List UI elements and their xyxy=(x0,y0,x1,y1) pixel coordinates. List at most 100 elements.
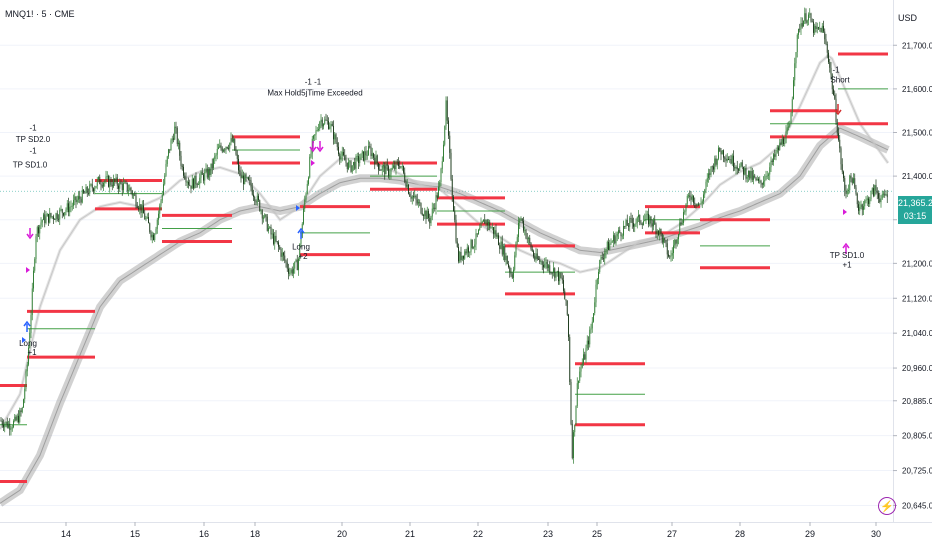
currency-label[interactable]: USD xyxy=(898,13,918,23)
candle-body xyxy=(226,146,228,149)
candle-body xyxy=(871,188,873,192)
candle-body xyxy=(664,238,666,241)
candle-body xyxy=(800,23,802,30)
candle-body xyxy=(340,155,342,160)
candle-body xyxy=(565,299,567,301)
candle-body xyxy=(566,300,568,315)
candle-body xyxy=(118,185,119,189)
candle-body xyxy=(548,265,549,269)
candle-body xyxy=(146,216,148,219)
candle-body xyxy=(588,340,589,345)
candle-body xyxy=(755,177,757,181)
candle-body xyxy=(826,43,828,53)
candle-body xyxy=(266,216,268,231)
candles xyxy=(0,7,888,464)
candle-body xyxy=(124,182,126,184)
candle-body xyxy=(496,235,498,237)
candle-body xyxy=(573,432,574,459)
candle-body xyxy=(259,200,261,211)
candle-body xyxy=(218,147,219,149)
candle-body xyxy=(788,126,789,128)
candle-body xyxy=(536,253,538,259)
candle-body xyxy=(216,148,218,155)
candle-body xyxy=(759,180,761,182)
candle-body xyxy=(156,219,158,229)
price-axis: 21,700.00 21,600.00 21,500.00 21,400.00 21,3… xyxy=(893,41,932,510)
candle-body xyxy=(416,199,418,204)
candle-body xyxy=(458,247,459,262)
x-tick-label: 20 xyxy=(337,529,347,539)
candle-body xyxy=(90,184,92,186)
candle-body xyxy=(519,218,521,223)
candle-body xyxy=(210,163,212,175)
candle-body xyxy=(528,237,529,239)
candle-body xyxy=(815,25,817,29)
candle-body xyxy=(774,154,776,157)
candle-body xyxy=(500,241,502,249)
candle-body xyxy=(369,146,371,148)
candle-body xyxy=(214,156,216,160)
candle-body xyxy=(144,213,146,220)
candle-body xyxy=(401,165,403,167)
candle-body xyxy=(543,264,544,268)
candle-body xyxy=(621,235,623,237)
candle-body xyxy=(44,214,46,224)
candle-body xyxy=(303,208,304,224)
candle-body xyxy=(511,274,513,278)
candle-body xyxy=(609,243,611,250)
candle-body xyxy=(363,151,364,161)
candle-body xyxy=(620,232,622,237)
y-tick-label: 21,120.00 xyxy=(902,294,932,303)
level-lines xyxy=(0,52,888,483)
candle-body xyxy=(439,182,441,187)
candle-body xyxy=(430,216,432,224)
candle-body xyxy=(696,203,698,206)
candle-body xyxy=(570,381,572,424)
candle-body xyxy=(723,150,724,158)
candle-body xyxy=(841,164,843,172)
candle-body xyxy=(154,233,156,241)
candle-body xyxy=(133,194,134,196)
candle-body xyxy=(65,209,67,213)
candle-body xyxy=(810,13,812,22)
candle-body xyxy=(125,182,127,184)
candle-body xyxy=(55,213,57,220)
candle-body xyxy=(510,272,512,275)
candle-body xyxy=(274,235,276,244)
candle-body xyxy=(878,193,879,199)
candle-body xyxy=(580,367,582,372)
candle-body xyxy=(856,193,858,205)
candle-body xyxy=(135,195,137,206)
candle-body xyxy=(453,196,454,212)
candle-body xyxy=(175,126,177,129)
candle-body xyxy=(106,176,108,177)
candle-body xyxy=(455,219,457,242)
candle-body xyxy=(844,178,846,191)
lightning-bolt-icon[interactable]: ⚡ xyxy=(878,497,896,515)
candle-body xyxy=(663,238,664,243)
candle-body xyxy=(275,235,277,242)
candle-body xyxy=(464,251,466,259)
candle-body xyxy=(739,165,741,171)
x-tick-label: 25 xyxy=(592,529,602,539)
candle-body xyxy=(169,149,171,151)
candle-body xyxy=(264,214,266,218)
candle-body xyxy=(879,198,881,203)
candle-body xyxy=(849,175,851,191)
candle-body xyxy=(60,209,62,211)
candle-body xyxy=(795,52,797,64)
candle-body xyxy=(865,200,867,201)
candle-body xyxy=(380,170,382,171)
candle-body xyxy=(673,245,674,254)
y-tick-label: 20,960.00 xyxy=(902,364,932,373)
candle-body xyxy=(294,261,296,269)
candle-body xyxy=(751,171,753,180)
candle-body xyxy=(5,421,7,425)
candle-body xyxy=(671,253,673,256)
candle-body xyxy=(775,152,777,157)
candle-body xyxy=(80,198,82,203)
candle-body xyxy=(221,148,223,152)
candle-body xyxy=(515,242,517,256)
candle-body xyxy=(414,195,416,198)
